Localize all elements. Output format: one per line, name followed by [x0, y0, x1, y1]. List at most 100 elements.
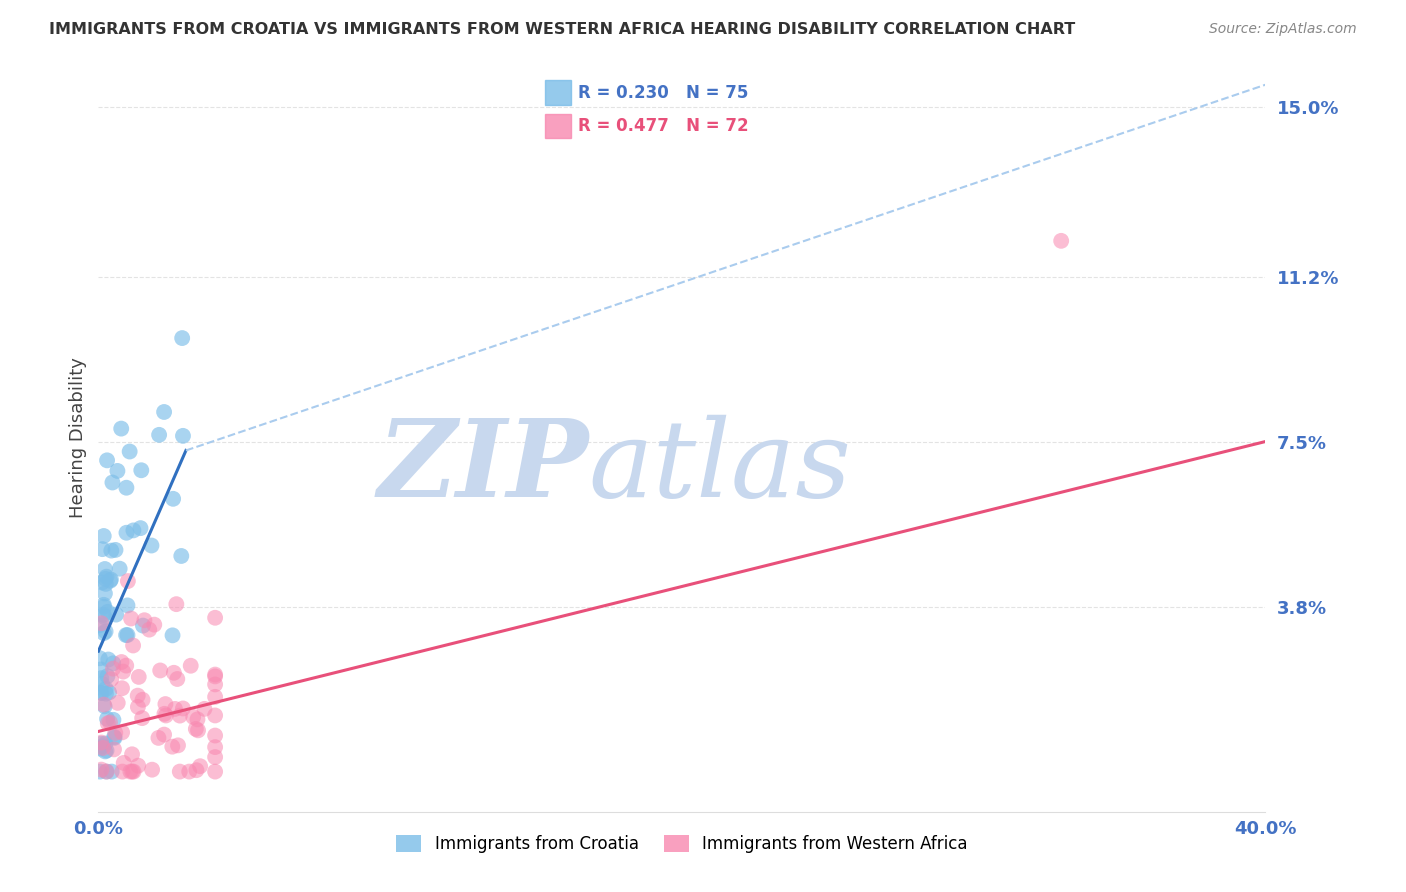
- Point: [107, 696, 129, 710]
- Point: [184, 722, 207, 736]
- Point: [162, 491, 184, 506]
- Point: [131, 711, 153, 725]
- Point: [90, 686, 112, 700]
- Point: [138, 623, 160, 637]
- Point: [94, 744, 117, 758]
- Point: [93, 529, 115, 543]
- Point: [204, 677, 226, 691]
- Point: [128, 670, 150, 684]
- Point: [172, 701, 194, 715]
- Point: [169, 764, 191, 779]
- Point: [180, 658, 202, 673]
- Point: [91, 542, 114, 557]
- Point: [127, 689, 149, 703]
- Point: [94, 681, 117, 696]
- Point: [204, 740, 226, 755]
- Point: [100, 764, 122, 779]
- Point: [141, 763, 163, 777]
- Point: [167, 739, 190, 753]
- Y-axis label: Hearing Disability: Hearing Disability: [69, 357, 87, 517]
- Point: [97, 652, 120, 666]
- Point: [111, 681, 134, 696]
- Point: [111, 764, 134, 779]
- Point: [153, 728, 176, 742]
- Point: [121, 747, 143, 762]
- Point: [169, 708, 191, 723]
- Point: [101, 475, 124, 490]
- Point: [93, 698, 115, 712]
- Point: [93, 599, 115, 614]
- Point: [91, 575, 114, 590]
- Point: [148, 428, 170, 442]
- Point: [122, 764, 145, 779]
- Point: [172, 429, 194, 443]
- Point: [94, 562, 117, 576]
- Point: [204, 729, 226, 743]
- Point: [96, 570, 118, 584]
- Point: [110, 421, 132, 435]
- Text: R = 0.230   N = 75: R = 0.230 N = 75: [578, 84, 749, 102]
- Point: [162, 739, 184, 754]
- Point: [1050, 234, 1073, 248]
- Point: [90, 737, 112, 751]
- Point: [166, 672, 188, 686]
- Point: [89, 686, 111, 700]
- Point: [98, 574, 121, 588]
- Point: [170, 549, 193, 563]
- Point: [94, 586, 117, 600]
- Point: [181, 710, 204, 724]
- Point: [204, 750, 226, 764]
- Point: [91, 739, 114, 754]
- Point: [120, 611, 142, 625]
- Point: [204, 708, 226, 723]
- Point: [90, 662, 112, 676]
- Point: [104, 731, 127, 745]
- Point: [100, 543, 122, 558]
- Point: [89, 741, 111, 756]
- Point: [204, 669, 226, 683]
- Point: [104, 726, 127, 740]
- Point: [163, 702, 186, 716]
- Point: [117, 628, 139, 642]
- Point: [96, 712, 118, 726]
- Point: [193, 702, 215, 716]
- Point: [162, 628, 184, 642]
- Point: [149, 664, 172, 678]
- Point: [105, 607, 128, 622]
- Point: [187, 723, 209, 738]
- Point: [97, 716, 120, 731]
- Point: [93, 598, 115, 612]
- Point: [163, 665, 186, 680]
- Point: [93, 607, 115, 622]
- Point: [97, 605, 120, 619]
- Point: [129, 463, 152, 477]
- Bar: [544, 114, 571, 138]
- Point: [115, 525, 138, 540]
- Point: [115, 481, 138, 495]
- Point: [93, 699, 115, 714]
- Point: [115, 658, 138, 673]
- Point: [93, 610, 115, 624]
- Point: [91, 677, 114, 691]
- Point: [96, 764, 118, 779]
- Point: [131, 692, 153, 706]
- Point: [89, 618, 111, 632]
- Point: [98, 685, 121, 699]
- Point: [90, 763, 112, 777]
- Point: [90, 671, 112, 685]
- Point: [91, 741, 114, 756]
- Point: [103, 742, 125, 756]
- Point: [107, 464, 129, 478]
- Point: [108, 562, 131, 576]
- Point: [153, 405, 176, 419]
- Point: [96, 743, 118, 757]
- Point: [122, 639, 145, 653]
- Text: R = 0.477   N = 72: R = 0.477 N = 72: [578, 117, 749, 135]
- Point: [127, 758, 149, 772]
- Point: [89, 764, 111, 779]
- Point: [204, 690, 226, 704]
- Point: [143, 617, 166, 632]
- Point: [104, 543, 127, 558]
- Point: [93, 626, 115, 640]
- Point: [89, 651, 111, 665]
